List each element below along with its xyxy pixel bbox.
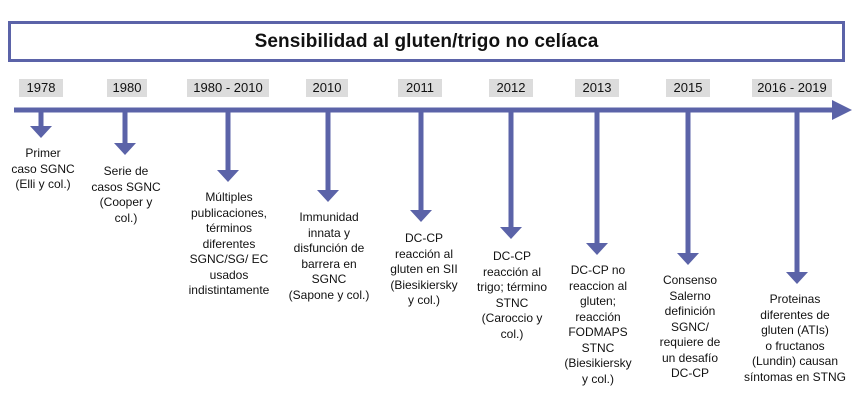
event-text-2015: Consenso Salerno definición SGNC/ requie… <box>659 273 721 380</box>
year-label-2012: 2012 <box>489 79 533 97</box>
event-arrowhead <box>114 143 136 155</box>
year-label-1978: 1978 <box>19 79 63 97</box>
event-arrowhead <box>786 272 808 284</box>
event-arrowhead <box>317 190 339 202</box>
year-label-2016-2019: 2016 - 2019 <box>752 79 832 97</box>
year-label-2015: 2015 <box>666 79 710 97</box>
event-text-2013: DC-CP no reaccion al gluten; reacción FO… <box>564 263 632 386</box>
event-arrowhead <box>410 210 432 222</box>
year-label-1980-2010: 1980 - 2010 <box>187 79 269 97</box>
event-text-2012: DC-CP reacción al trigo; término STNC (C… <box>476 249 548 341</box>
event-text-2010: Immunidad innata y disfunción de barrera… <box>288 210 370 302</box>
event-arrowhead <box>677 253 699 265</box>
year-label-2011: 2011 <box>398 79 442 97</box>
event-text-1980: Serie de casos SGNC (Cooper y col.) <box>91 164 161 225</box>
event-text-2011: DC-CP reacción al gluten en SII (Biesiki… <box>390 231 458 307</box>
diagram-title: Sensibilidad al gluten/trigo no celíaca <box>254 30 599 52</box>
title-box: Sensibilidad al gluten/trigo no celíaca <box>8 21 845 62</box>
year-label-1980: 1980 <box>107 79 147 97</box>
timeline-arrowhead <box>832 100 852 120</box>
event-text-1978: Primer caso SGNC (Elli y col.) <box>11 146 75 191</box>
year-label-2013: 2013 <box>575 79 619 97</box>
event-arrowhead <box>217 170 239 182</box>
event-arrowhead <box>500 227 522 239</box>
event-arrowhead <box>586 243 608 255</box>
event-text-1980-2010: Múltiples publicaciones, términos difere… <box>188 190 270 297</box>
year-label-2010: 2010 <box>306 79 348 97</box>
event-text-2016-2019: Proteinas diferentes de gluten (ATIs) o … <box>743 292 847 384</box>
event-arrowhead <box>30 126 52 138</box>
